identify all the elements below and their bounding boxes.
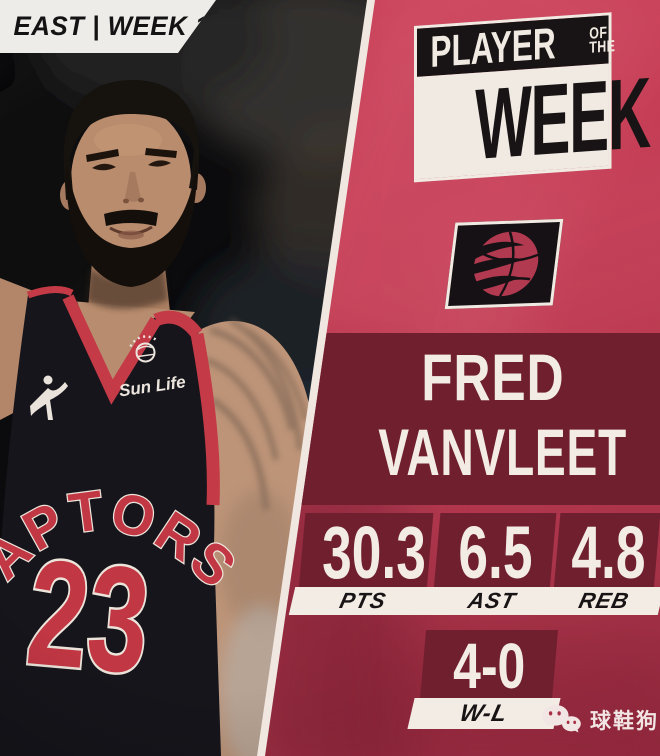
potw-week-box: WEEK: [416, 57, 650, 181]
player-first-name: FRED: [420, 340, 565, 414]
watermark: 球鞋狗: [540, 703, 659, 737]
stat-rebounds: 4.8 REB: [543, 511, 660, 615]
player-last-name: VANVLEET: [378, 415, 627, 489]
watermark-text: 球鞋狗: [590, 709, 659, 733]
east-week-badge: EAST | WEEK 12: [0, 0, 216, 53]
stat-points: 30.3 PTS: [288, 511, 438, 615]
raptors-logo-chip: [444, 218, 564, 310]
player-name-band: FRED VANVLEET: [265, 333, 660, 505]
stat-points-label-banner: PTS: [288, 587, 438, 615]
stat-assists-value: 6.5: [457, 511, 533, 594]
east-week-label: EAST | WEEK 12: [13, 11, 225, 41]
player-of-the-week-logo: PLAYER OF THE WEEK: [414, 12, 650, 183]
potw-ofthe-text: OF THE: [589, 24, 616, 57]
stat-assists: 6.5 AST: [423, 511, 561, 615]
wechat-icon: [542, 704, 581, 733]
stat-assists-label-banner: AST: [423, 587, 561, 615]
stat-rebounds-value: 4.8: [571, 511, 646, 594]
raptors-ball-claw-icon: [465, 231, 539, 297]
stat-rebounds-label-banner: REB: [543, 587, 660, 615]
record-label-banner: W-L: [407, 698, 561, 729]
stat-record: 4-0 W-L: [407, 630, 561, 729]
record-value: 4-0: [452, 630, 526, 702]
stat-points-value: 30.3: [322, 511, 426, 594]
player-name: FRED VANVLEET: [325, 341, 660, 491]
